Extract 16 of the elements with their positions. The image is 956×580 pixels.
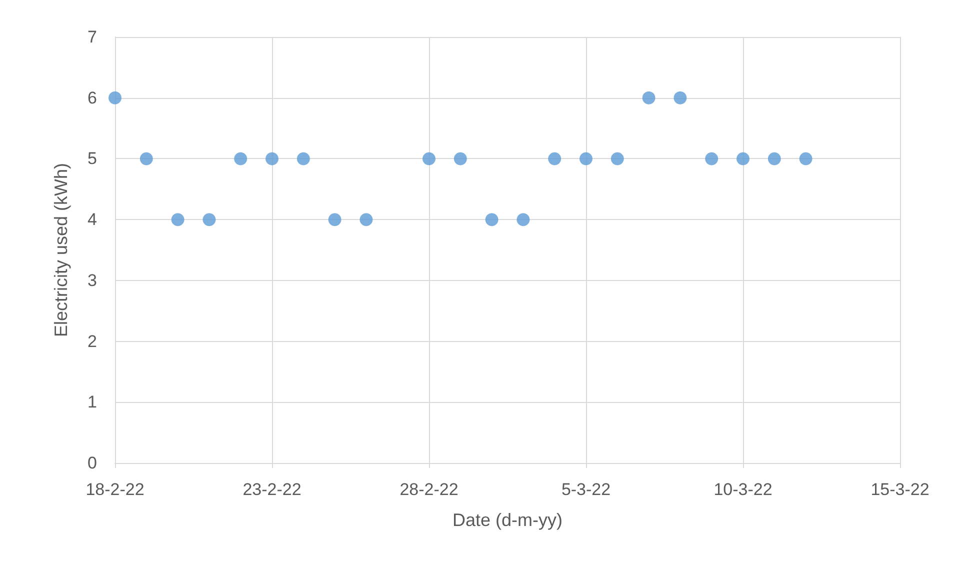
x-tick-label: 28-2-22	[400, 480, 458, 499]
y-tick-label: 5	[88, 149, 97, 168]
x-axis-title: Date (d-m-yy)	[452, 510, 563, 530]
y-tick-label: 4	[88, 210, 97, 230]
y-tick-label: 0	[88, 454, 97, 472]
x-tick-label: 18-2-22	[86, 480, 144, 499]
y-tick-label: 7	[88, 28, 97, 46]
x-tick-label: 15-3-22	[870, 480, 930, 499]
y-axis-title: Electricity used (kWh)	[51, 162, 71, 338]
x-tick-label: 10-3-22	[714, 480, 772, 499]
y-tick-label: 1	[88, 392, 97, 412]
x-tick-label: 23-2-22	[242, 480, 302, 499]
y-tick-label: 2	[88, 332, 97, 351]
x-tick-label: 5-3-22	[561, 480, 611, 499]
y-tick-label: 6	[88, 88, 97, 108]
y-tick-label: 3	[88, 270, 97, 290]
